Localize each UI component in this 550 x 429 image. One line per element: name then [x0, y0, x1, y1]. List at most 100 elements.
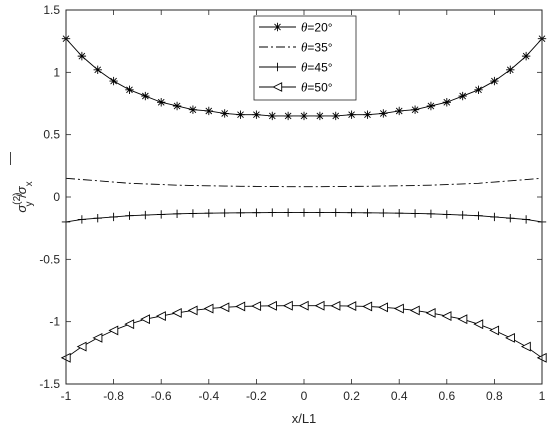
- data-point: [252, 110, 261, 119]
- data-point: [268, 208, 277, 217]
- y-axis-label-sub: y: [24, 202, 35, 207]
- legend-entry-4: θ=50°: [259, 80, 333, 95]
- x-tick-label: 0.8: [486, 389, 503, 403]
- y-tick-label: 1: [53, 65, 60, 79]
- legend-entry-2: θ=35°: [259, 40, 333, 55]
- legend-label: θ=20°: [301, 20, 333, 35]
- data-point: [379, 208, 388, 218]
- data-point: [426, 101, 436, 111]
- data-point: [251, 301, 262, 312]
- data-point: [331, 111, 340, 121]
- y-tick-label: -1.5: [39, 377, 60, 391]
- data-point: [474, 211, 483, 220]
- data-point: [236, 110, 245, 119]
- legend-label: θ=35°: [301, 40, 333, 55]
- y-tick-label: -1: [49, 315, 60, 329]
- data-point: [109, 212, 118, 222]
- data-point: [315, 208, 325, 217]
- legend: θ=20° θ=35° θ=45° θ=50°: [253, 15, 357, 101]
- data-point: [490, 76, 499, 86]
- data-point: [203, 303, 214, 314]
- data-point: [220, 109, 229, 118]
- y-axis-label: σ(2)y /σx —: [2, 152, 35, 213]
- x-tick-label: -0.4: [198, 389, 219, 403]
- data-point: [474, 85, 483, 94]
- data-point: [458, 91, 467, 101]
- y-tick-label: 0: [53, 190, 60, 204]
- data-point: [171, 308, 182, 318]
- data-point: [188, 209, 198, 218]
- svg-text:σ(2)y /σx: σ(2)y /σx: [12, 181, 35, 212]
- data-point: [282, 300, 293, 311]
- legend-label: θ=50°: [301, 80, 333, 95]
- data-point: [283, 208, 293, 217]
- data-point: [521, 51, 531, 61]
- data-point: [220, 208, 229, 218]
- data-point: [409, 305, 420, 316]
- data-point: [346, 301, 357, 312]
- data-point: [362, 301, 373, 312]
- data-point: [172, 101, 182, 111]
- y-axis-label-bar: —: [2, 152, 17, 165]
- data-point: [157, 210, 166, 219]
- legend-label: θ=45°: [301, 60, 333, 75]
- data-point: [155, 311, 166, 321]
- data-point: [252, 208, 261, 217]
- x-tick-label: 0.2: [343, 389, 360, 403]
- data-point: [204, 106, 213, 116]
- data-point: [473, 319, 484, 330]
- data-point: [330, 300, 341, 311]
- legend-box: [253, 15, 357, 101]
- data-point: [441, 311, 452, 321]
- x-tick-label: 0.4: [391, 389, 408, 403]
- data-point: [93, 65, 102, 75]
- data-point: [204, 209, 213, 218]
- series-2: [65, 177, 543, 188]
- data-point: [378, 302, 388, 313]
- data-point: [108, 325, 119, 336]
- data-point: [267, 300, 277, 311]
- data-point: [347, 110, 356, 119]
- y-axis-label-sup: (2): [12, 193, 23, 205]
- data-point: [505, 332, 515, 343]
- data-point: [92, 332, 103, 343]
- data-point: [109, 76, 118, 86]
- data-point: [426, 209, 436, 219]
- data-point: [125, 211, 134, 220]
- data-point: [235, 301, 246, 312]
- y-tick-label: 1.5: [43, 3, 60, 17]
- x-tick-label: -0.6: [151, 389, 172, 403]
- y-axis-label-sub-2: x: [24, 181, 35, 186]
- data-point: [506, 213, 515, 223]
- x-tick-label: -0.8: [103, 389, 124, 403]
- data-point: [268, 111, 277, 121]
- data-point: [141, 210, 150, 220]
- y-axis-label-sep: /: [14, 194, 29, 202]
- data-point: [141, 91, 150, 101]
- legend-marker: [273, 22, 282, 32]
- data-point: [298, 300, 309, 311]
- data-point: [124, 319, 135, 330]
- data-point: [236, 208, 245, 218]
- x-tick-label: -1: [61, 389, 72, 403]
- plot-frame: [65, 9, 543, 385]
- series-4: [60, 300, 547, 363]
- x-tick-label: 0: [301, 389, 308, 403]
- data-point: [157, 98, 166, 107]
- data-point: [506, 65, 515, 75]
- data-point: [410, 105, 420, 114]
- data-point: [140, 314, 150, 325]
- data-point: [187, 305, 198, 316]
- data-point: [521, 215, 531, 224]
- x-tick-label: -0.2: [246, 389, 267, 403]
- axes-layer: -1 -0.8 -0.6 -0.4 -0.2 0 0.2 0.4 0.6 0.8 1-1.5-1-0…: [39, 3, 545, 403]
- data-point: [125, 85, 134, 94]
- data-point: [315, 111, 325, 121]
- data-point: [283, 111, 293, 121]
- data-point: [457, 314, 468, 325]
- data-point: [393, 303, 404, 314]
- legend-entry-1: θ=20°: [259, 20, 333, 35]
- legend-marker: [272, 82, 283, 92]
- data-point: [314, 300, 325, 311]
